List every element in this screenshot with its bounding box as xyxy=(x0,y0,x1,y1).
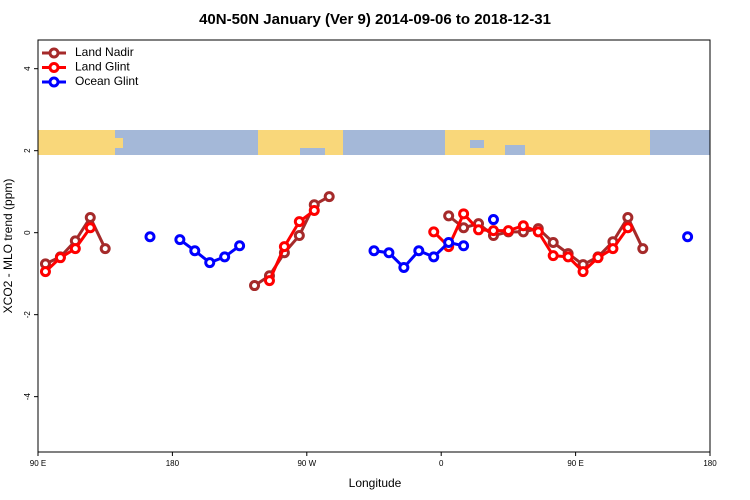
point xyxy=(622,212,634,224)
point xyxy=(443,237,455,249)
point xyxy=(458,222,470,234)
x-axis-label: Longitude xyxy=(349,476,402,490)
point xyxy=(637,243,649,255)
map-strip xyxy=(38,130,710,155)
point xyxy=(428,251,440,263)
legend-marker xyxy=(48,76,60,88)
point xyxy=(547,237,559,249)
point xyxy=(293,216,305,228)
point xyxy=(99,243,111,255)
legend-marker xyxy=(48,47,60,59)
point xyxy=(368,245,380,257)
y-axis-label: XCO2 - MLO trend (ppm) xyxy=(1,179,15,314)
point xyxy=(517,220,529,232)
point xyxy=(383,247,395,259)
point xyxy=(547,250,559,262)
chart-title: 40N-50N January (Ver 9) 2014-09-06 to 20… xyxy=(199,11,551,28)
point xyxy=(502,225,514,237)
legend-label: Land Nadir xyxy=(75,45,134,59)
point xyxy=(428,226,440,238)
point xyxy=(682,231,694,243)
point xyxy=(473,224,485,236)
point xyxy=(458,208,470,220)
point xyxy=(293,230,305,242)
point xyxy=(84,222,96,234)
point xyxy=(204,257,216,269)
point xyxy=(443,210,455,222)
point xyxy=(69,243,81,255)
legend-label: Land Glint xyxy=(75,60,130,74)
point xyxy=(413,245,425,257)
x-tick-label: 0 xyxy=(439,459,444,468)
point xyxy=(577,266,589,278)
x-tick-label: 90 W xyxy=(297,459,316,468)
point xyxy=(189,245,201,257)
point xyxy=(54,252,66,264)
x-tick-label: 180 xyxy=(703,459,717,468)
point xyxy=(144,231,156,243)
point xyxy=(487,225,499,237)
point xyxy=(622,222,634,234)
point xyxy=(607,243,619,255)
point xyxy=(263,275,275,287)
point xyxy=(84,212,96,224)
point xyxy=(219,251,231,263)
point xyxy=(39,266,51,278)
y-tick-label: 4 xyxy=(23,66,32,71)
x-tick-label: 180 xyxy=(166,459,180,468)
y-tick-label: -4 xyxy=(23,393,32,401)
point xyxy=(398,262,410,274)
plot-frame xyxy=(37,39,711,453)
point xyxy=(592,252,604,264)
point xyxy=(308,205,320,217)
x-tick-label: 90 E xyxy=(30,459,46,468)
y-tick-label: -2 xyxy=(23,311,32,319)
x-tick-label: 90 E xyxy=(567,459,583,468)
legend-label: Ocean Glint xyxy=(75,74,139,88)
y-tick-label: 0 xyxy=(23,230,32,235)
point xyxy=(249,280,261,292)
point xyxy=(323,191,335,203)
legend-marker xyxy=(48,62,60,73)
point xyxy=(532,226,544,238)
point xyxy=(174,234,186,246)
point xyxy=(458,240,470,252)
point xyxy=(278,241,290,253)
y-tick-label: 2 xyxy=(23,148,32,153)
point xyxy=(487,214,499,226)
point xyxy=(562,251,574,263)
series-line xyxy=(44,209,630,282)
point xyxy=(234,240,246,252)
